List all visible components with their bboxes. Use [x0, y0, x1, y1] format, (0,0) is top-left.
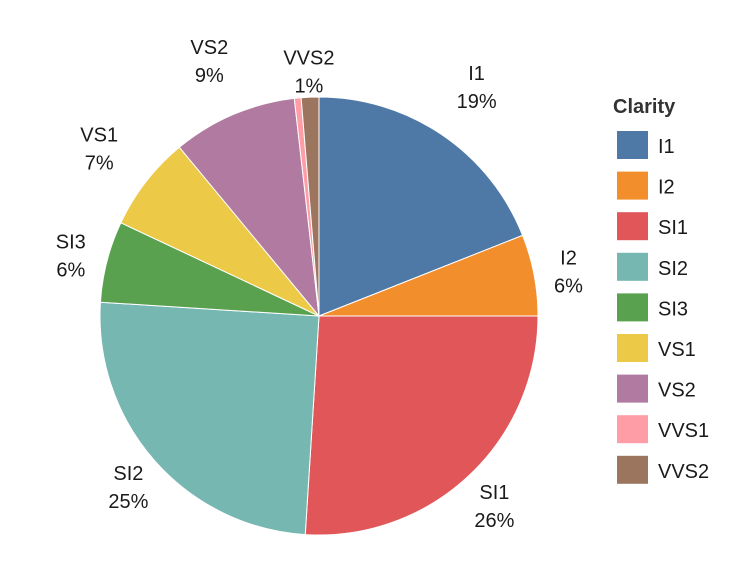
slice-label-category: I2 — [560, 247, 577, 269]
slice-label-i2: I2 6% — [554, 247, 583, 297]
pie-slice-vs2 — [178, 97, 320, 318]
legend-items: I1 I2 SI1 SI2 SI3 VS1 VS2 VVS1 VVS2 — [617, 131, 709, 484]
slice-labels: I1 19%I2 6%SI1 26%SI2 25%SI3 6%VS1 7%VS2 9%VVS2… — [56, 37, 583, 532]
slice-label-vs1: VS1 7% — [80, 125, 118, 175]
slice-label-percent: 25% — [108, 491, 148, 513]
slice-label-percent: 7% — [85, 153, 114, 175]
legend-swatch-si2 — [617, 252, 648, 281]
pie-slice-si2 — [99, 301, 320, 536]
slice-label-category: I1 — [468, 63, 485, 85]
slice-label-si2: SI2 25% — [108, 463, 148, 513]
legend-label-vvs2: VVS2 — [658, 461, 709, 483]
legend-label-i1: I1 — [658, 136, 675, 158]
legend-swatch-si3 — [617, 293, 648, 322]
slice-label-i1: I1 19% — [457, 63, 497, 113]
slice-label-percent: 19% — [457, 91, 497, 113]
slice-label-percent: 9% — [195, 65, 224, 87]
slice-label-category: SI3 — [56, 231, 86, 253]
pie-slice-vvs2 — [300, 96, 320, 317]
slice-label-percent: 6% — [554, 275, 583, 297]
slice-label-category: SI2 — [113, 463, 143, 485]
legend-swatch-vvs2 — [617, 455, 648, 484]
slice-label-si1: SI1 26% — [474, 482, 514, 532]
slice-label-category: VS2 — [190, 37, 228, 59]
legend-swatch-vs2 — [617, 374, 648, 403]
legend-label-i2: I2 — [658, 177, 675, 199]
legend-swatch-si1 — [617, 212, 648, 241]
pie-slice-si1 — [304, 315, 539, 536]
legend-label-vvs1: VVS1 — [658, 420, 709, 442]
legend-label-si3: SI3 — [658, 298, 688, 320]
legend-label-vs2: VS2 — [658, 380, 696, 402]
slice-label-percent: 1% — [294, 76, 323, 98]
legend-swatch-vvs1 — [617, 415, 648, 444]
slice-label-category: VS1 — [80, 125, 118, 147]
legend-label-si1: SI1 — [658, 217, 688, 239]
legend-swatch-i1 — [617, 131, 648, 159]
legend: Clarity I1 I2 SI1 SI2 SI3 VS1 VS2 VVS1 VVS2 — [613, 96, 709, 484]
pie-slice-i1 — [318, 96, 524, 317]
legend-swatch-vs1 — [617, 334, 648, 362]
slice-label-vs2: VS2 9% — [190, 37, 228, 87]
slice-label-percent: 26% — [474, 510, 514, 532]
legend-title: Clarity — [613, 96, 676, 118]
slice-label-vvs2: VVS2 1% — [283, 48, 334, 98]
legend-swatch-i2 — [617, 171, 648, 200]
slice-label-category: VVS2 — [283, 48, 334, 70]
slice-label-percent: 6% — [56, 259, 85, 281]
pie-slices — [99, 96, 539, 536]
legend-label-vs1: VS1 — [658, 339, 696, 361]
slice-label-si3: SI3 6% — [56, 231, 86, 281]
legend-label-si2: SI2 — [658, 258, 688, 280]
slice-label-category: SI1 — [479, 482, 509, 504]
